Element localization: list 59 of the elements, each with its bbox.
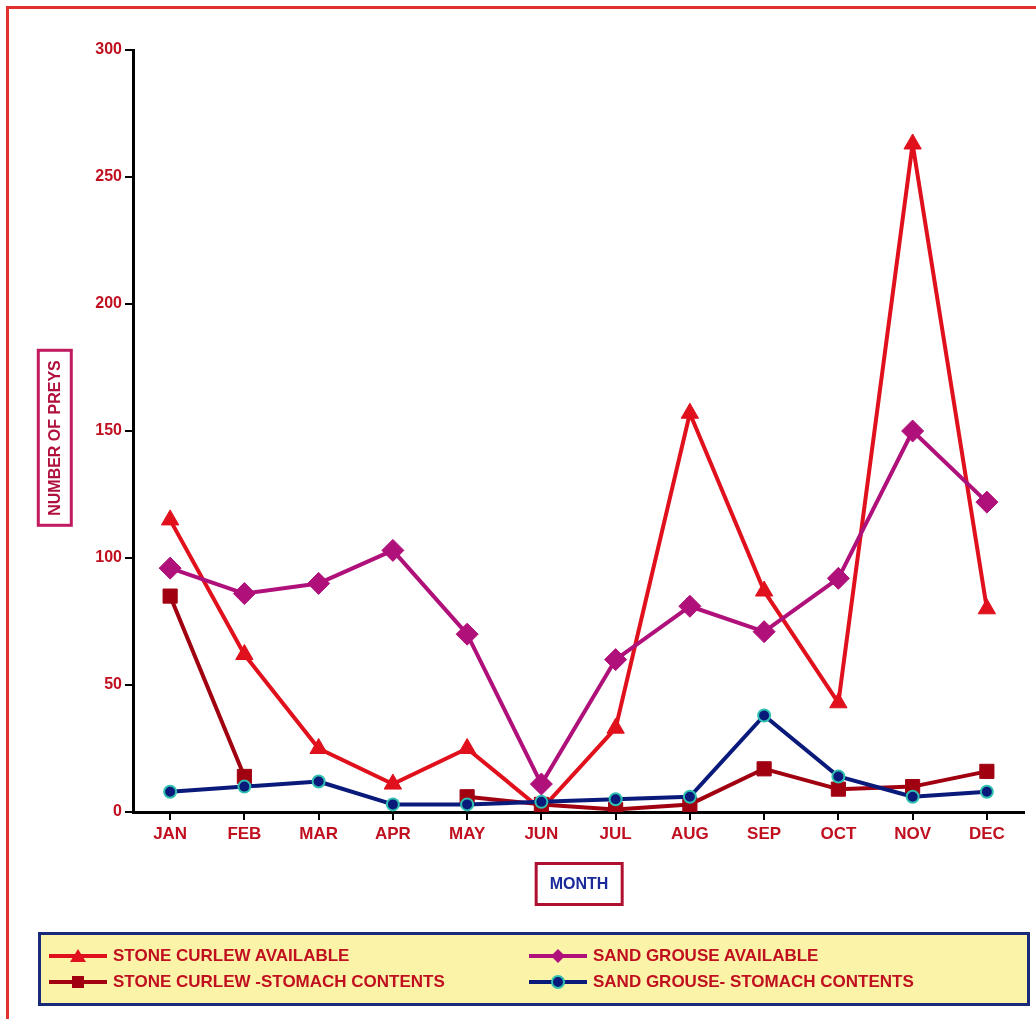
point [830,781,846,797]
y-tick-label: 0 [113,802,123,820]
point [158,556,182,580]
point [237,779,252,794]
legend-label: STONE CURLEW -STOMACH CONTENTS [113,972,445,992]
point [608,792,623,807]
point [905,789,920,804]
point [232,582,256,606]
point [975,490,999,514]
point [979,784,994,799]
x-axis-title: MONTH [534,862,624,906]
x-tick-label: DEC [968,823,1005,843]
point [385,797,400,812]
point [829,692,848,709]
x-tick-label: AUG [670,823,709,843]
x-tick-label: JUL [599,823,632,843]
point [977,598,997,615]
legend-label: SAND GROUSE AVAILABLE [593,946,819,966]
point [162,588,178,604]
point [756,761,772,777]
legend-label: STONE CURLEW AVAILABLE [113,946,350,966]
point [901,419,925,443]
y-axis-title: NUMBER OF PREYS [36,349,73,527]
y-tick-label: 100 [95,548,123,566]
point [604,648,628,672]
point [160,509,180,526]
point [682,789,697,804]
x-tick-label: OCT [820,823,857,843]
x-tick-label: JAN [153,823,188,843]
point [979,763,995,779]
point [307,571,331,595]
point [529,772,553,796]
y-tick-label: 50 [104,675,123,693]
point [752,620,776,644]
point [460,797,475,812]
x-tick-label: MAR [299,823,338,843]
point [826,566,850,590]
legend-label: SAND GROUSE- STOMACH CONTENTS [593,972,914,992]
x-tick-label: FEB [227,823,262,843]
point [754,580,774,597]
point [381,538,405,562]
y-tick-label: 250 [95,167,123,185]
x-tick-label: MAY [449,823,486,843]
x-tick-label: NOV [894,823,932,843]
y-tick-label: 200 [95,294,123,312]
point [311,774,326,789]
point [678,594,702,618]
point [831,769,846,784]
point [455,622,479,646]
x-tick-label: SEP [747,823,782,843]
x-tick-label: JUN [524,823,559,843]
point [235,644,254,661]
point [903,133,922,150]
x-tick-label: APR [374,823,411,843]
point [757,708,772,723]
y-tick-label: 150 [95,421,123,439]
point [680,402,700,419]
point [163,784,178,799]
y-tick-label: 300 [95,40,123,58]
